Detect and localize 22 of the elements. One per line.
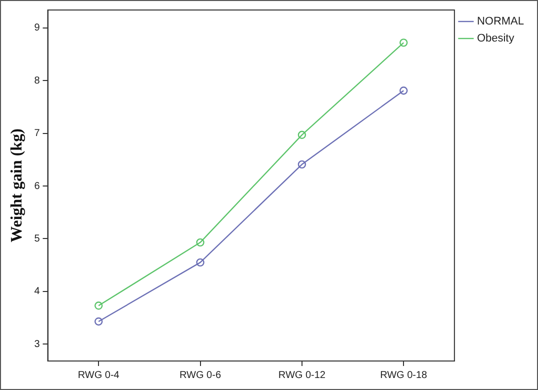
x-tick-label: RWG 0-6 <box>180 370 222 381</box>
point <box>196 238 204 247</box>
y-tick-label: 8 <box>34 75 40 86</box>
y-axis-title: Weight gain (kg) <box>8 128 26 242</box>
y-tick-label: 9 <box>34 22 40 34</box>
y-tick-label: 6 <box>34 180 40 192</box>
point <box>298 130 306 140</box>
legend-label: Obesity <box>476 32 515 45</box>
point <box>94 317 103 326</box>
y-tick-label: 5 <box>34 233 40 244</box>
point <box>400 86 408 95</box>
point <box>298 160 306 169</box>
point <box>400 38 408 47</box>
point <box>196 258 204 267</box>
x-tick-label: RWG 0-4 <box>78 370 120 381</box>
legend-label: NORMAL <box>476 16 524 28</box>
y-tick-label: 3 <box>34 338 40 350</box>
point <box>94 302 103 310</box>
x-tick-label: RWG 0-12 <box>278 370 326 381</box>
y-tick-label: 7 <box>34 128 40 140</box>
y-tick-label: 4 <box>34 286 40 298</box>
x-tick-label: RWG 0-18 <box>380 370 428 381</box>
